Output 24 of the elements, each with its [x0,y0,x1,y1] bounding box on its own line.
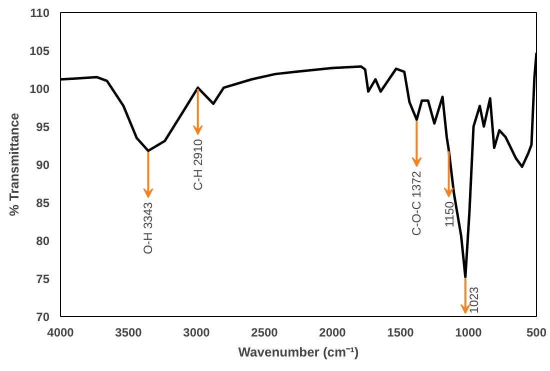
y-tick-label: 70 [36,310,50,324]
x-axis-title: Wavenumber (cm⁻¹) [238,344,359,360]
annotation: 1150 [442,201,456,228]
x-tick-label: 2500 [251,326,278,340]
x-tick-label: 3500 [115,326,142,340]
y-tick-label: 105 [29,44,50,58]
annotation: 1023 [466,286,481,314]
y-tick-label: 95 [36,120,50,134]
annotation: C-O-C 1372 [410,170,424,236]
annotation: O-H 3343 [141,202,156,254]
x-tick-label: 1000 [455,326,482,340]
y-tick-label: 75 [36,272,50,286]
annotation: C-H 2910 [190,138,205,190]
y-tick-label: 85 [36,196,50,210]
x-tick-label: 1500 [387,326,414,340]
y-tick-label: 110 [30,6,50,20]
x-tick-label: 3000 [183,326,210,340]
x-tick-label: 4000 [47,326,74,340]
y-tick-label: 100 [29,82,50,96]
y-tick-label: 80 [36,234,50,248]
x-tick-label: 500 [526,326,547,340]
y-tick-label: 90 [36,158,50,172]
x-tick-label: 2000 [319,326,346,340]
y-axis-title: % Transmittance [6,112,22,216]
